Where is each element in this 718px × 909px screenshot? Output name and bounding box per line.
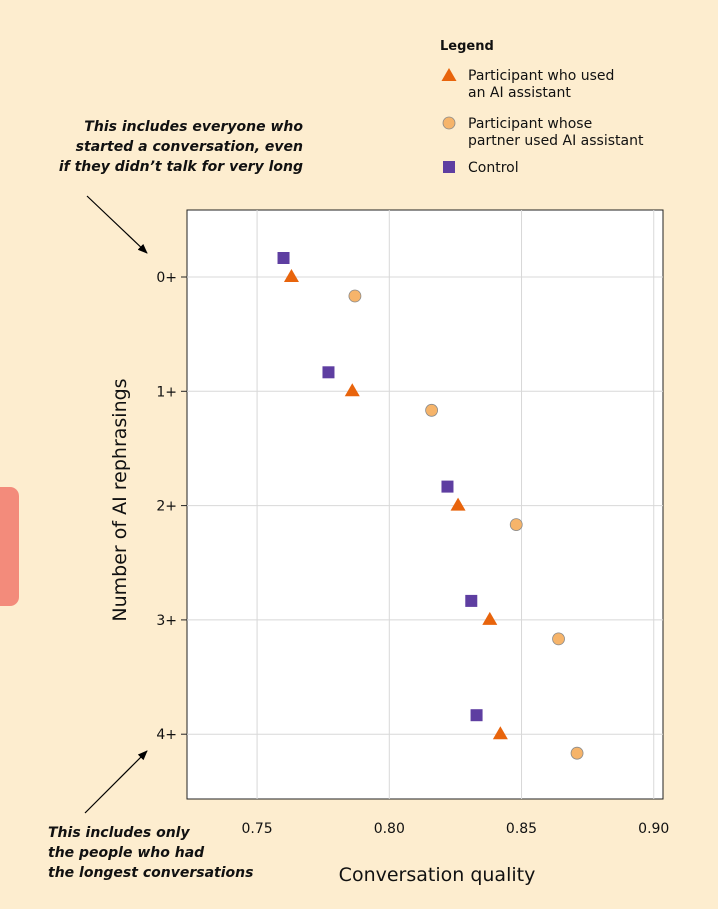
y-axis-label: Number of AI rephrasings xyxy=(109,378,131,621)
legend-marker-triangle xyxy=(441,68,457,81)
annotation-top-line-1: This includes everyone who xyxy=(84,119,303,135)
data-point-triangle xyxy=(283,269,299,282)
legend-label: Participant whose xyxy=(468,116,592,132)
x-tick-label: 0.80 xyxy=(374,821,405,837)
y-axis: 0+ 1+ 2+ 3+ 4+ xyxy=(156,270,187,743)
legend-label: Control xyxy=(468,160,519,176)
data-point-triangle xyxy=(482,611,498,625)
data-point-triangle xyxy=(492,726,508,740)
x-axis: 0.75 0.80 0.85 0.90 xyxy=(241,821,669,837)
data-point-square xyxy=(465,594,478,607)
annotation-bottom-line-2: the people who had xyxy=(48,845,205,861)
annotation-bottom-line-1: This includes only xyxy=(48,825,190,841)
side-tab xyxy=(0,487,19,606)
annotation-bottom: This includes only the people who had th… xyxy=(48,825,253,881)
x-axis-label: Conversation quality xyxy=(339,864,536,886)
annotation-bottom-line-3: the longest conversations xyxy=(48,865,253,881)
grid xyxy=(187,210,663,799)
legend-title: Legend xyxy=(440,39,494,54)
annotation-top-arrow xyxy=(86,195,148,254)
data-point-circle xyxy=(570,746,584,760)
x-tick-label: 0.85 xyxy=(506,821,537,837)
data-point-circle xyxy=(509,518,523,531)
legend-label: Participant who used xyxy=(468,68,614,84)
annotation-top: This includes everyone who started a con… xyxy=(59,119,304,175)
data-point-circle xyxy=(348,289,362,303)
annotation-top-line-2: started a conversation, even xyxy=(76,139,303,155)
y-tick-label: 0+ xyxy=(156,270,177,286)
x-tick-label: 0.90 xyxy=(638,821,669,837)
data-points xyxy=(277,252,584,760)
y-tick-label: 4+ xyxy=(156,727,177,743)
legend-label: an AI assistant xyxy=(468,85,571,101)
data-point-square xyxy=(322,366,335,379)
data-point-circle xyxy=(425,403,439,417)
annotation-top-line-3: if they didn’t talk for very long xyxy=(59,159,303,175)
legend-label: partner used AI assistant xyxy=(468,133,644,149)
data-point-square xyxy=(470,709,483,722)
x-tick-label: 0.75 xyxy=(241,821,272,837)
legend-marker-square xyxy=(443,161,455,173)
plot-area xyxy=(186,209,664,800)
data-point-triangle xyxy=(450,497,466,511)
data-point-square xyxy=(441,480,454,493)
data-point-square xyxy=(277,252,290,264)
annotation-bottom-arrow xyxy=(84,750,148,814)
data-point-triangle xyxy=(344,383,360,397)
y-tick-label: 2+ xyxy=(156,499,177,515)
y-tick-label: 3+ xyxy=(156,613,177,629)
legend-marker-circle xyxy=(442,116,456,130)
y-tick-label: 1+ xyxy=(156,384,177,400)
data-point-circle xyxy=(552,632,565,646)
